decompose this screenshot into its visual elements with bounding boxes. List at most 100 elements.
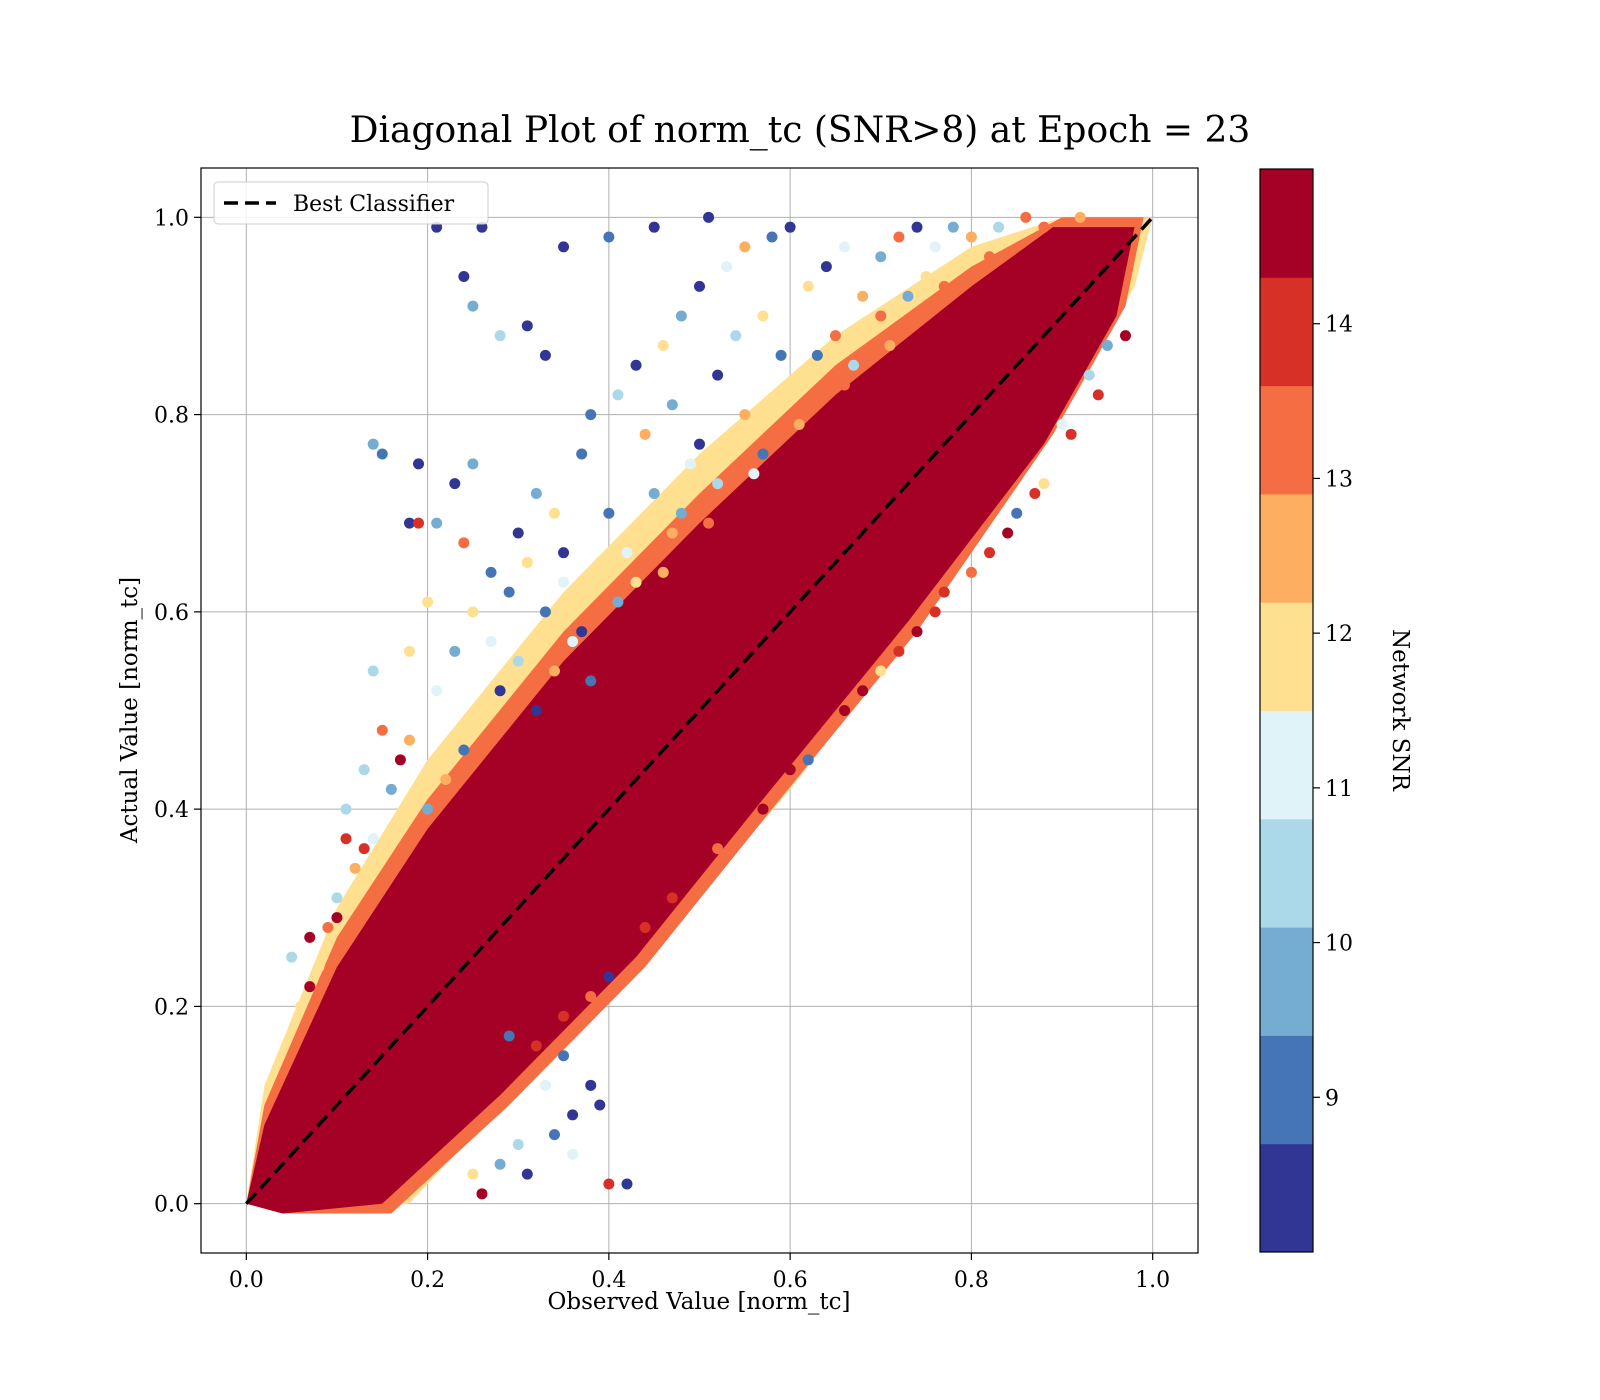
- scatter-point: [422, 803, 434, 815]
- scatter-point: [1074, 211, 1086, 223]
- scatter-point: [902, 290, 914, 302]
- scatter-point: [793, 418, 805, 430]
- scatter-point: [512, 655, 524, 667]
- scatter-point: [521, 557, 533, 569]
- scatter-point: [458, 537, 470, 549]
- scatter-point: [349, 862, 361, 874]
- scatter-point: [413, 458, 425, 470]
- scatter-point: [657, 340, 669, 352]
- scatter-point: [1038, 221, 1050, 233]
- scatter-point: [521, 1168, 533, 1180]
- scatter-point: [431, 685, 443, 697]
- scatter-point: [984, 251, 996, 263]
- scatter-point: [449, 645, 461, 657]
- scatter-point: [539, 1079, 551, 1091]
- scatter-point: [1056, 418, 1068, 430]
- colorbar-tick-label: 9: [1325, 1086, 1339, 1111]
- scatter-point: [848, 359, 860, 371]
- scatter-point: [603, 971, 615, 983]
- scatter-point: [820, 261, 832, 273]
- colorbar-ticks: 9 10 11 12 13 14: [1313, 313, 1353, 1111]
- colorbar-bin: [1260, 602, 1313, 711]
- scatter-point: [739, 241, 751, 253]
- scatter-point: [603, 507, 615, 519]
- colorbar-bin: [1260, 169, 1313, 278]
- colorbar: 9 10 11 12 13 14 Network SNR: [1259, 168, 1413, 1253]
- scatter-point: [1038, 478, 1050, 490]
- scatter-point: [548, 507, 560, 519]
- scatter-point: [929, 241, 941, 253]
- scatter-point: [829, 330, 841, 342]
- scatter-point: [422, 596, 434, 608]
- x-tick-label: 0.2: [410, 1268, 445, 1293]
- scatter-point: [385, 783, 397, 795]
- scatter-point: [984, 547, 996, 559]
- scatter-point: [530, 705, 542, 716]
- scatter-point: [548, 665, 560, 677]
- scatter-point: [839, 379, 851, 391]
- colorbar-bins: [1260, 169, 1313, 1253]
- x-axis-label: Observed Value [norm_tc]: [548, 1289, 851, 1315]
- scatter-point: [857, 685, 869, 697]
- scatter-point: [893, 645, 905, 657]
- scatter-point: [467, 1168, 479, 1180]
- scatter-point: [567, 635, 579, 647]
- scatter-point: [766, 231, 778, 243]
- scatter-point: [694, 438, 705, 450]
- scatter-point: [784, 379, 796, 391]
- scatter-point: [458, 271, 470, 282]
- y-axis-label: Actual Value [norm_tc]: [117, 577, 143, 844]
- scatter-point: [784, 764, 796, 776]
- scatter-point: [431, 517, 443, 529]
- scatter-point: [839, 705, 851, 716]
- scatter-point: [376, 448, 388, 460]
- scatter-point: [485, 635, 497, 647]
- scatter-point: [295, 1000, 307, 1012]
- scatter-point: [585, 409, 597, 421]
- scatter-point: [675, 310, 687, 322]
- scatter-point: [712, 369, 724, 381]
- scatter-point: [612, 951, 624, 963]
- scatter-point: [304, 931, 316, 943]
- axes-frame: [200, 167, 1199, 1254]
- scatter-point: [703, 517, 715, 529]
- y-tick-label: 0.0: [154, 1193, 189, 1218]
- scatter-point: [403, 517, 415, 529]
- scatter-point: [1065, 428, 1077, 440]
- colorbar-tick-label: 14: [1325, 313, 1353, 338]
- scatter-point: [358, 843, 370, 855]
- scatter-point: [503, 1030, 515, 1042]
- y-tick-label: 0.2: [154, 995, 189, 1020]
- scatter-point: [938, 586, 950, 598]
- scatter-point: [757, 448, 769, 460]
- scatter-point: [757, 803, 769, 815]
- scatter-point: [512, 527, 524, 539]
- scatter-point: [694, 280, 705, 292]
- scatter-point: [476, 714, 488, 726]
- scatter-points: [286, 211, 1131, 1200]
- legend: Best Classifier: [213, 181, 489, 225]
- scatter-point: [394, 754, 406, 766]
- scatter-point: [757, 310, 769, 322]
- best-classifier-line: [245, 216, 1154, 1205]
- colorbar-bin: [1260, 1035, 1313, 1145]
- scatter-point: [340, 833, 352, 845]
- scatter-point: [403, 734, 415, 746]
- y-tick-label: 1.0: [154, 206, 189, 231]
- y-tick-label: 0.6: [154, 601, 189, 626]
- scatter-point: [875, 251, 887, 263]
- scatter-point: [666, 527, 678, 539]
- scatter-point: [938, 280, 950, 292]
- scatter-point: [739, 409, 751, 421]
- chart-title: Diagonal Plot of norm_tc (SNR>8) at Epoc…: [350, 110, 1251, 151]
- scatter-point: [376, 724, 388, 736]
- colorbar-bin: [1260, 1143, 1313, 1253]
- scatter-point: [521, 320, 533, 332]
- scatter-point: [802, 754, 814, 766]
- colorbar-bin: [1260, 927, 1313, 1036]
- scatter-point: [1083, 369, 1095, 381]
- y-tick-label: 0.4: [154, 798, 189, 823]
- scatter-point: [1011, 507, 1023, 519]
- scatter-point: [929, 606, 941, 618]
- scatter-point: [857, 290, 869, 302]
